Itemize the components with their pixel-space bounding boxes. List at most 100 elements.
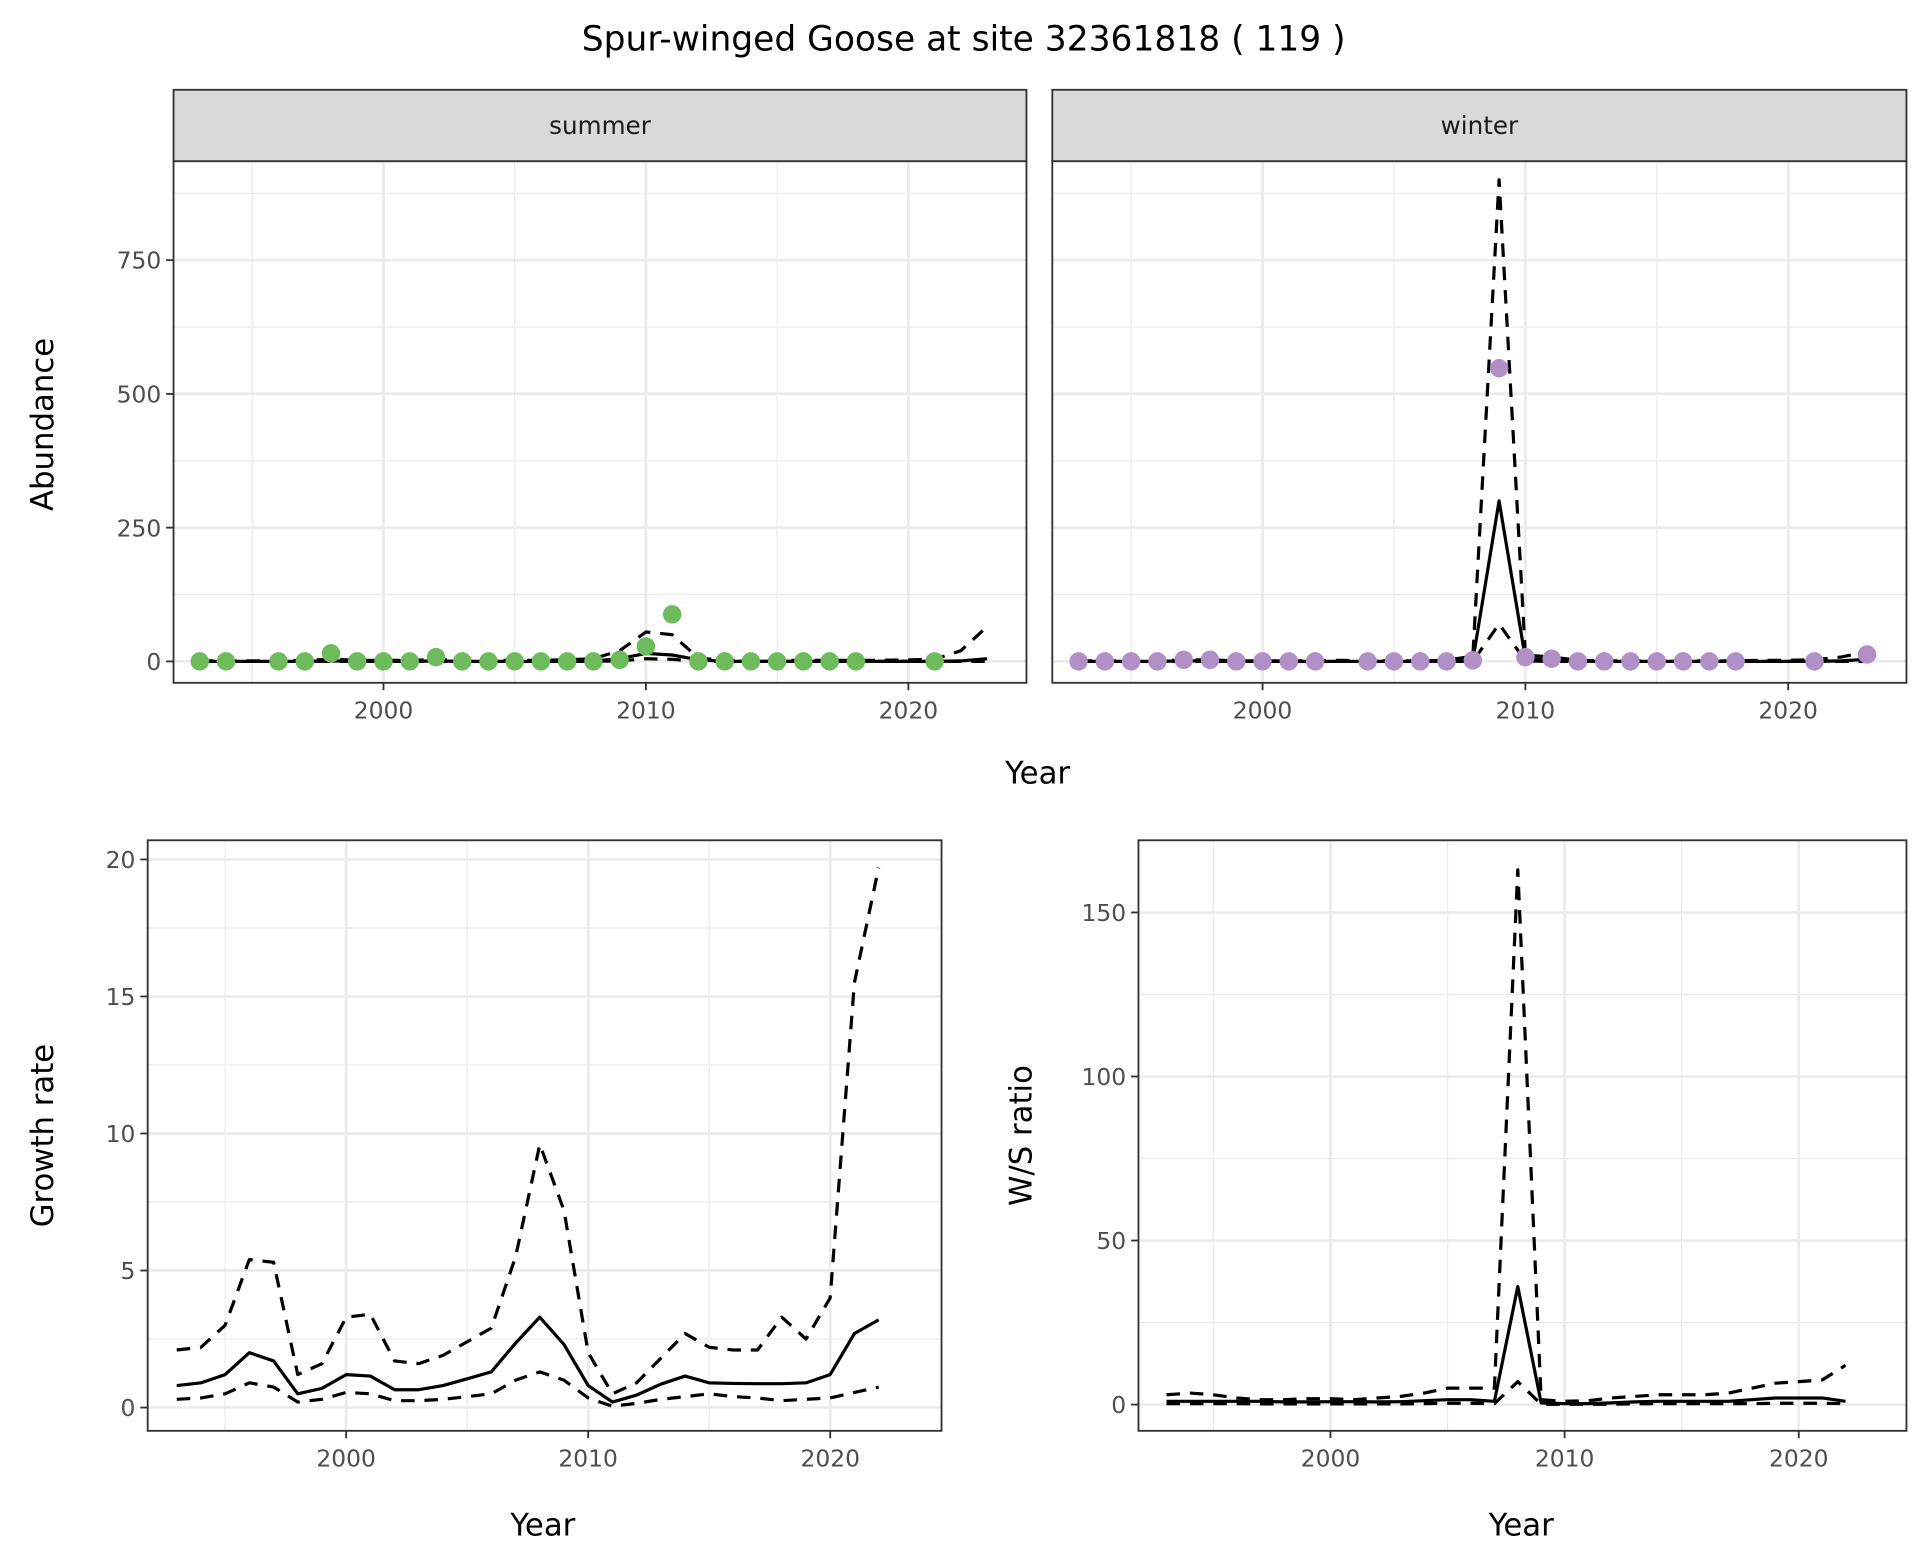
x-tick-label: 2020: [879, 696, 939, 724]
panel-border: [146, 839, 943, 1432]
y-tick-label: 50: [1096, 1227, 1126, 1255]
y-tick-label: 0: [1111, 1391, 1126, 1419]
facet-strip: [1051, 88, 1908, 163]
data-point: [1253, 652, 1272, 671]
data-point: [1700, 652, 1719, 671]
data-point: [636, 637, 656, 656]
y-axis-label-abundance: Abundance: [25, 338, 61, 511]
data-point: [190, 652, 210, 671]
data-point: [1516, 647, 1535, 667]
data-point: [1673, 652, 1693, 671]
plot-area: [147, 840, 942, 1431]
panel-winter: 2000 2010 2020 winter: [1051, 88, 1908, 724]
plot-area: [1138, 840, 1907, 1431]
plot-area: [173, 161, 1027, 683]
data-point: [531, 652, 551, 671]
data-point: [1200, 650, 1220, 670]
y-tick-label: 10: [106, 1120, 136, 1148]
x-tick-label: 2020: [1769, 1445, 1829, 1473]
data-point: [846, 652, 866, 671]
data-point: [925, 652, 944, 671]
data-point: [741, 652, 761, 671]
data-point: [505, 652, 524, 671]
upper-bound-line: [176, 867, 881, 1396]
data-point: [557, 652, 577, 671]
data-point: [1647, 652, 1667, 671]
y-tick-label: 5: [121, 1257, 136, 1285]
data-point: [1121, 652, 1141, 671]
y-axis-label-ws: W/S ratio: [1003, 1065, 1039, 1206]
x-tick-label: 2000: [316, 1445, 376, 1473]
data-point: [1148, 652, 1167, 671]
data-point: [1358, 652, 1377, 671]
data-point: [1463, 651, 1483, 670]
data-point: [1095, 652, 1115, 671]
y-tick-label: 20: [106, 846, 136, 874]
facet-strip: [172, 88, 1028, 163]
plot-area: [1052, 161, 1907, 683]
data-point: [295, 652, 314, 671]
lower-bound-line: [176, 1370, 879, 1408]
facet-strip-label: summer: [549, 111, 652, 140]
x-tick-label: 2010: [558, 1445, 618, 1473]
panel-ws_ratio: 2000 2010 2020 0 50 100 150: [1082, 839, 1908, 1473]
data-point: [1437, 652, 1456, 671]
y-tick-label: 15: [106, 983, 136, 1011]
data-point: [1621, 652, 1640, 671]
data-point: [1594, 652, 1614, 671]
data-point: [662, 605, 682, 624]
data-point: [1279, 652, 1299, 671]
y-tick-label: 500: [117, 381, 162, 409]
data-point: [1069, 652, 1088, 671]
panel-border: [1137, 839, 1908, 1432]
data-point: [452, 652, 472, 671]
data-point: [767, 652, 787, 671]
data-point: [374, 652, 393, 671]
data-point: [1227, 652, 1246, 671]
data-point: [794, 652, 813, 671]
mean-line: [176, 1315, 880, 1404]
x-tick-label: 2000: [354, 696, 414, 724]
mean-line: [1166, 1284, 1846, 1406]
facet-strip-label: winter: [1441, 111, 1519, 140]
x-axis-label-growth: Year: [509, 1507, 575, 1543]
x-tick-label: 2020: [1758, 696, 1818, 724]
data-point: [1857, 645, 1877, 664]
x-axis-label-ws: Year: [1488, 1507, 1554, 1543]
y-tick-label: 250: [117, 514, 162, 542]
x-tick-label: 2020: [800, 1445, 860, 1473]
x-tick-label: 2010: [1496, 696, 1556, 724]
y-axis-label-growth: Growth rate: [25, 1044, 61, 1228]
x-tick-label: 2010: [616, 696, 676, 724]
y-tick-label: 0: [121, 1394, 136, 1422]
x-tick-label: 2000: [1301, 1445, 1361, 1473]
chart-title: Spur-winged Goose at site 32361818 ( 119…: [582, 19, 1346, 59]
data-point: [1489, 358, 1509, 378]
panel-summer: 2000 2010 2020 0 250 500 750 summer: [117, 88, 1028, 724]
data-point: [479, 652, 498, 671]
data-point: [715, 652, 734, 671]
data-point: [216, 652, 236, 671]
data-point: [820, 652, 839, 671]
data-point: [1568, 652, 1588, 671]
x-tick-label: 2000: [1233, 696, 1293, 724]
data-point: [1411, 652, 1430, 671]
x-axis-label-abundance: Year: [1004, 756, 1070, 792]
data-point: [1542, 649, 1561, 668]
data-point: [269, 652, 288, 671]
data-point: [689, 652, 708, 671]
y-tick-label: 100: [1082, 1063, 1127, 1091]
y-tick-label: 750: [117, 247, 162, 275]
x-tick-label: 2010: [1535, 1445, 1595, 1473]
y-tick-label: 0: [146, 648, 161, 676]
data-point: [426, 647, 446, 667]
panel-growth: 2000 2010 2020 0 5 10 15 20: [106, 839, 943, 1473]
data-point: [1305, 652, 1325, 671]
data-point: [1726, 652, 1745, 671]
data-point: [1174, 650, 1193, 670]
data-point: [400, 652, 419, 671]
upper-bound-line: [1166, 868, 1847, 1403]
data-point: [1805, 652, 1824, 671]
data-point: [584, 652, 603, 671]
